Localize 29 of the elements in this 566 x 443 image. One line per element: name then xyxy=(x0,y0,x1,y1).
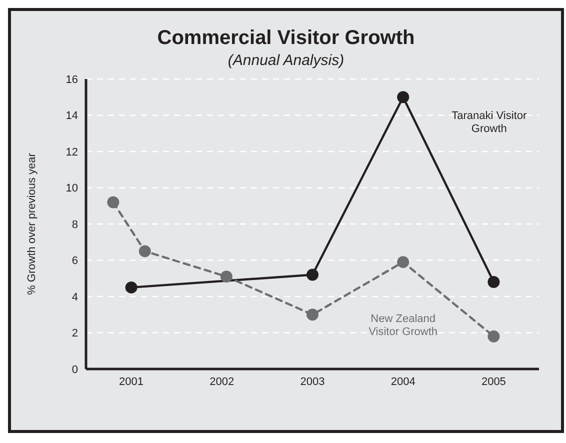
point xyxy=(397,91,410,104)
x-tick-label: 2001 xyxy=(119,376,144,388)
y-tick-label: 4 xyxy=(72,291,78,304)
point xyxy=(138,245,151,258)
y-tick-label: 8 xyxy=(72,218,78,231)
point xyxy=(306,308,318,321)
point xyxy=(488,276,500,288)
chart-title: Commercial Visitor Growth xyxy=(156,27,416,50)
x-tick-label: 2004 xyxy=(390,376,416,388)
y-tick-label: 16 xyxy=(66,74,78,86)
point xyxy=(220,270,232,283)
y-tick-label: 6 xyxy=(72,255,78,268)
y-tick-label: 0 xyxy=(72,364,78,376)
point xyxy=(306,268,318,281)
series-label: New Zealand Visitor Growth xyxy=(368,312,438,338)
point xyxy=(107,196,120,208)
text: Taranaki Visitor Growth xyxy=(452,110,528,135)
x-tick-label: 2005 xyxy=(481,376,506,388)
point xyxy=(125,281,138,294)
y-axis-title: % Growth over previous year xyxy=(26,152,38,295)
point xyxy=(488,330,500,342)
x-tick-label: 2003 xyxy=(300,376,325,388)
chart-subtitle: (Annual Analysis) xyxy=(226,52,346,69)
x-tick-label: 2002 xyxy=(210,376,234,388)
y-tick-label: 12 xyxy=(66,146,78,158)
y-tick-label: 10 xyxy=(66,182,78,195)
y-tick-label: 14 xyxy=(66,110,78,122)
y-tick-label: 2 xyxy=(72,328,78,340)
point xyxy=(397,256,410,268)
